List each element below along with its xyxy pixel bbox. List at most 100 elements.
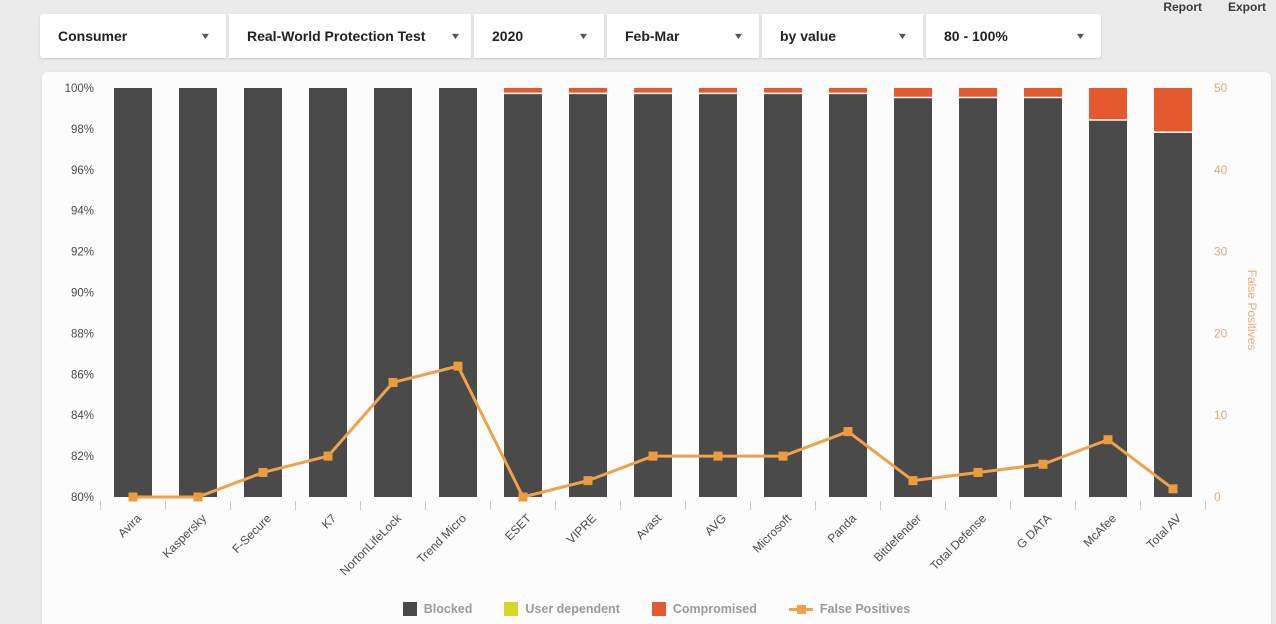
x-axis-category-label: Panda <box>825 511 860 546</box>
filter-dropdown-value: 2020 <box>492 28 524 44</box>
chevron-down-icon: ▼ <box>732 31 745 41</box>
false-positives-marker[interactable] <box>193 492 203 502</box>
chevron-down-icon: ▼ <box>1074 31 1087 41</box>
false-positives-marker[interactable] <box>843 427 853 437</box>
chevron-down-icon: ▼ <box>577 31 590 41</box>
chevron-down-icon: ▼ <box>450 31 462 41</box>
filter-dropdown[interactable]: 80 - 100% ▼ <box>926 14 1101 58</box>
bar-segment-blocked[interactable] <box>634 94 672 497</box>
x-axis-category-label: NortonLifeLock <box>337 511 405 579</box>
false-positives-marker[interactable] <box>583 476 593 486</box>
bar-segment-compromised[interactable] <box>829 88 867 93</box>
bar-segment-blocked[interactable] <box>1024 98 1062 497</box>
x-axis-category-label: Bitdefender <box>871 511 924 564</box>
bar-segment-compromised[interactable] <box>1089 88 1127 120</box>
chart-svg[interactable]: 80% 82% 84% 86% 88% 90% 92% 94% 96% 98% 100% 0 10 20 3… <box>42 72 1271 587</box>
right-axis-tick-label: 30 <box>1214 245 1228 259</box>
false-positives-marker[interactable] <box>258 467 268 477</box>
bar-segment-blocked[interactable] <box>894 98 932 497</box>
right-axis-tick-label: 20 <box>1214 326 1228 340</box>
x-axis-category-label: ESET <box>502 511 535 544</box>
bar-segment-compromised[interactable] <box>959 88 997 97</box>
bar-segment-blocked[interactable] <box>374 88 412 497</box>
false-positives-marker[interactable] <box>648 451 658 461</box>
false-positives-marker[interactable] <box>518 492 528 502</box>
filter-dropdown[interactable]: 2020 ▼ <box>474 14 604 58</box>
bar-segment-blocked[interactable] <box>1154 132 1192 498</box>
bar-segment-blocked[interactable] <box>244 88 282 497</box>
legend-item-label: Compromised <box>672 602 757 616</box>
false-positives-marker[interactable] <box>323 451 333 461</box>
x-axis-category-label: Avast <box>633 511 664 542</box>
bar-segment-compromised[interactable] <box>764 88 802 93</box>
chevron-down-icon: ▼ <box>896 31 909 41</box>
filter-dropdown-value: 80 - 100% <box>944 28 1008 44</box>
bar-segment-compromised[interactable] <box>569 88 607 93</box>
false-positives-marker[interactable] <box>128 492 138 502</box>
left-axis-tick-label: 88% <box>71 328 94 340</box>
x-axis-category-label: Total Defense <box>927 511 989 573</box>
chevron-down-icon: ▼ <box>199 31 212 41</box>
bar-segment-blocked[interactable] <box>569 94 607 497</box>
x-axis-category-label: Avira <box>115 511 144 540</box>
bar-segment-blocked[interactable] <box>699 94 737 497</box>
bar-segment-compromised[interactable] <box>634 88 672 93</box>
export-link[interactable]: Export <box>1227 0 1266 14</box>
bar-segment-blocked[interactable] <box>309 88 347 497</box>
filter-dropdown[interactable]: Consumer ▼ <box>40 14 226 58</box>
legend-item-label: Blocked <box>423 602 473 616</box>
false-positives-marker[interactable] <box>973 467 983 477</box>
bar-segment-blocked[interactable] <box>179 88 217 497</box>
false-positives-marker[interactable] <box>453 361 463 371</box>
report-link[interactable]: Report <box>1163 0 1202 14</box>
left-axis-tick-label: 98% <box>71 124 94 136</box>
bar-segment-compromised[interactable] <box>1154 88 1192 132</box>
chart-legend: Blocked User dependent Compromised False… <box>42 602 1271 616</box>
filter-dropdown-value: by value <box>780 28 837 44</box>
chart-card: 80% 82% 84% 86% 88% 90% 92% 94% 96% 98% 100% 0 10 20 3… <box>42 72 1271 624</box>
legend-item[interactable]: User dependent <box>504 602 620 616</box>
legend-item[interactable]: Compromised <box>651 602 757 616</box>
left-axis-tick-label: 92% <box>71 247 94 259</box>
right-axis-tick-label: 50 <box>1214 81 1228 95</box>
false-positives-marker[interactable] <box>778 451 788 461</box>
bar-segment-blocked[interactable] <box>439 88 477 497</box>
x-axis-category-label: F-Secure <box>229 511 274 556</box>
false-positives-marker[interactable] <box>388 377 398 387</box>
bar-segment-compromised[interactable] <box>894 88 932 97</box>
filter-dropdown[interactable]: Real-World Protection Test ▼ <box>229 14 471 58</box>
x-axis-category-label: AVG <box>702 511 729 538</box>
bar-segment-blocked[interactable] <box>114 88 152 497</box>
false-positives-marker[interactable] <box>908 476 918 486</box>
bar-segment-compromised[interactable] <box>504 88 542 93</box>
x-axis-category-label: Kaspersky <box>160 511 210 561</box>
legend-item[interactable]: Blocked <box>402 602 473 616</box>
bar-segment-blocked[interactable] <box>764 94 802 497</box>
right-axis-tick-label: 40 <box>1214 163 1228 177</box>
bar-segment-blocked[interactable] <box>504 94 542 497</box>
legend-item-label: User dependent <box>525 602 620 616</box>
filter-dropdown-value: Real-World Protection Test <box>247 28 426 44</box>
legend-item-label: False Positives <box>819 602 911 616</box>
filter-dropdown[interactable]: Feb-Mar ▼ <box>607 14 759 58</box>
false-positives-marker[interactable] <box>1038 459 1048 469</box>
false-positives-marker[interactable] <box>1103 435 1113 445</box>
false-positives-marker[interactable] <box>1168 484 1178 494</box>
false-positives-marker[interactable] <box>713 451 723 461</box>
legend-line-marker-icon <box>788 602 813 616</box>
filter-dropdown[interactable]: by value ▼ <box>762 14 923 58</box>
bar-segment-compromised[interactable] <box>1024 88 1062 97</box>
bar-segment-blocked[interactable] <box>1089 120 1127 497</box>
header-links: Report Export <box>1161 0 1268 14</box>
filter-dropdown-value: Feb-Mar <box>625 28 680 44</box>
legend-square-icon <box>402 602 417 616</box>
bar-segment-blocked[interactable] <box>959 98 997 497</box>
x-axis-category-label: VIPRE <box>564 511 599 546</box>
right-axis-tick-label: 10 <box>1214 408 1228 422</box>
bar-segment-compromised[interactable] <box>699 88 737 93</box>
legend-item[interactable]: False Positives <box>788 602 911 616</box>
x-axis-category-label: K7 <box>319 511 340 532</box>
legend-square-icon <box>504 602 519 616</box>
left-axis-tick-label: 96% <box>71 165 94 177</box>
left-axis-tick-label: 80% <box>71 492 94 504</box>
